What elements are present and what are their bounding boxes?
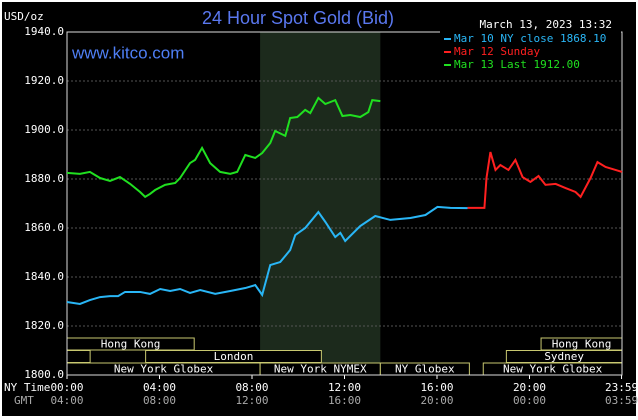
legend-label: Mar 13 Last 1912.00	[454, 58, 580, 71]
session-label: Sydney	[544, 350, 584, 363]
series-line	[66, 96, 381, 199]
x2-tick-label: 00:00	[513, 394, 546, 407]
x-tick-label: 16:00	[420, 381, 453, 394]
y-tick-label: 1920.0	[24, 74, 64, 87]
session-label: New York Globex	[114, 363, 214, 376]
unit-label: USD/oz	[4, 10, 44, 23]
y-tick-label: 1800.0	[24, 368, 64, 381]
y-tick-label: 1860.0	[24, 221, 64, 234]
series-line	[66, 205, 468, 305]
session-label: Hong Kong	[552, 338, 612, 351]
legend-label: Mar 12 Sunday	[454, 45, 540, 58]
session-label: NY Globex	[395, 363, 455, 376]
session-label: New York Globex	[503, 363, 603, 376]
x2-tick-label: 03:59	[605, 394, 638, 407]
x-tick-label: 12:00	[328, 381, 361, 394]
y-tick-label: 1900.0	[24, 123, 64, 136]
x-tick-label: 08:00	[235, 381, 268, 394]
legend-box	[440, 31, 621, 73]
x2-tick-label: 04:00	[50, 394, 83, 407]
y-tick-label: 1840.0	[24, 270, 64, 283]
x2-tick-label: 12:00	[235, 394, 268, 407]
series-line	[467, 151, 623, 209]
y-tick-label: 1940.0	[24, 25, 64, 38]
timestamp: March 13, 2023 13:32	[480, 18, 612, 31]
legend-label: Mar 10 NY close 1868.10	[454, 32, 606, 45]
session-box	[66, 350, 91, 363]
y-tick-label: 1880.0	[24, 172, 64, 185]
x2-tick-label: 20:00	[420, 394, 453, 407]
y-tick-label: 1820.0	[24, 319, 64, 332]
x-tick-label: 20:00	[513, 381, 546, 394]
shaded-range	[260, 32, 381, 375]
x-tick-label: 00:00	[50, 381, 83, 394]
x2-tick-label: 16:00	[328, 394, 361, 407]
session-label: Hong Kong	[101, 338, 161, 351]
x-row-label: NY Time	[4, 381, 50, 394]
x2-row-label: GMT	[14, 394, 34, 407]
x-tick-label: 23:59	[605, 381, 638, 394]
session-label: New York NYMEX	[274, 363, 367, 376]
session-label: London	[214, 350, 254, 363]
chart-title: 24 Hour Spot Gold (Bid)	[202, 8, 394, 28]
plot-border	[66, 31, 623, 376]
x-tick-label: 04:00	[143, 381, 176, 394]
x2-tick-label: 08:00	[143, 394, 176, 407]
watermark: www.kitco.com	[71, 43, 184, 62]
